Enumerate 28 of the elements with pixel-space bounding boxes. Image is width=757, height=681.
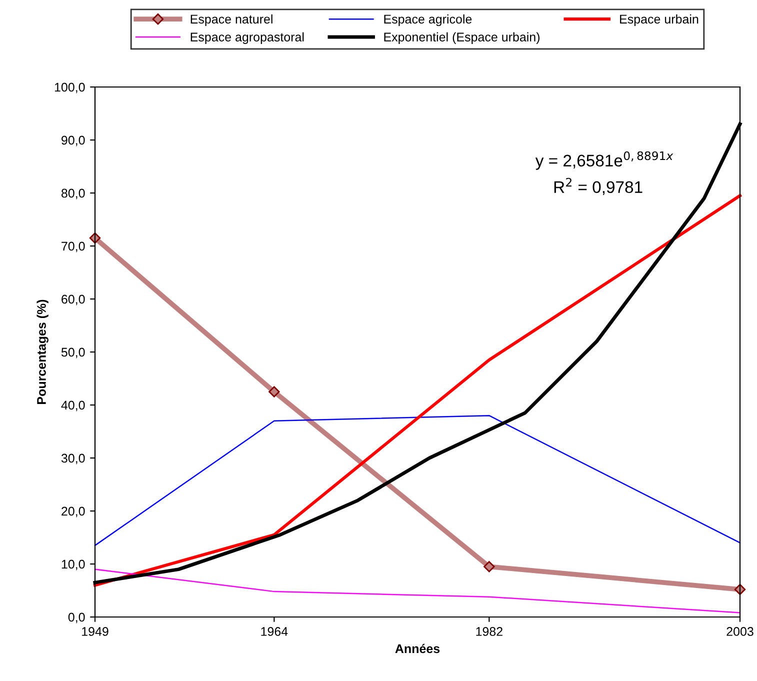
x-tick-label: 1982	[476, 627, 502, 636]
annotation: y = 2,6581e$^{0,8891x}$	[535, 151, 674, 170]
legend-label: Exponentiel (Espace urbain)	[384, 32, 540, 44]
y-tick-label: 30,0	[61, 454, 85, 464]
legend-label: Espace agropastoral	[190, 32, 304, 44]
x-tick-label: 1949	[82, 627, 108, 636]
y-tick-label: 80,0	[61, 188, 85, 200]
legend-label: Espace agricole	[384, 14, 472, 26]
x-tick-label: 1964	[261, 627, 288, 636]
y-tick-label: 90,0	[62, 136, 85, 146]
x-tick-label: 2003	[726, 627, 754, 636]
y-tick-label: 0,0	[68, 612, 85, 624]
y-tick-label: 50,0	[61, 348, 85, 358]
y-tick-label: 70,0	[62, 242, 85, 252]
line-series	[94, 414, 741, 546]
y-tick-label: 40,0	[61, 400, 85, 412]
legend-label: Espace naturel	[190, 14, 272, 26]
point	[484, 561, 495, 572]
y-axis-title: Pourcentages (%)	[36, 300, 48, 404]
point	[268, 386, 280, 398]
annotation: R$^{2}$ = 0,9781	[554, 178, 642, 196]
y-tick-label: 20,0	[62, 506, 85, 518]
y-tick-label: 10,0	[62, 560, 85, 570]
y-tick-label: 60,0	[62, 294, 85, 306]
y-tick-label: 100,0	[54, 82, 85, 94]
line-series	[94, 568, 741, 614]
legend-label: Espace urbain	[620, 14, 698, 26]
x-axis-title: Années	[395, 644, 440, 654]
